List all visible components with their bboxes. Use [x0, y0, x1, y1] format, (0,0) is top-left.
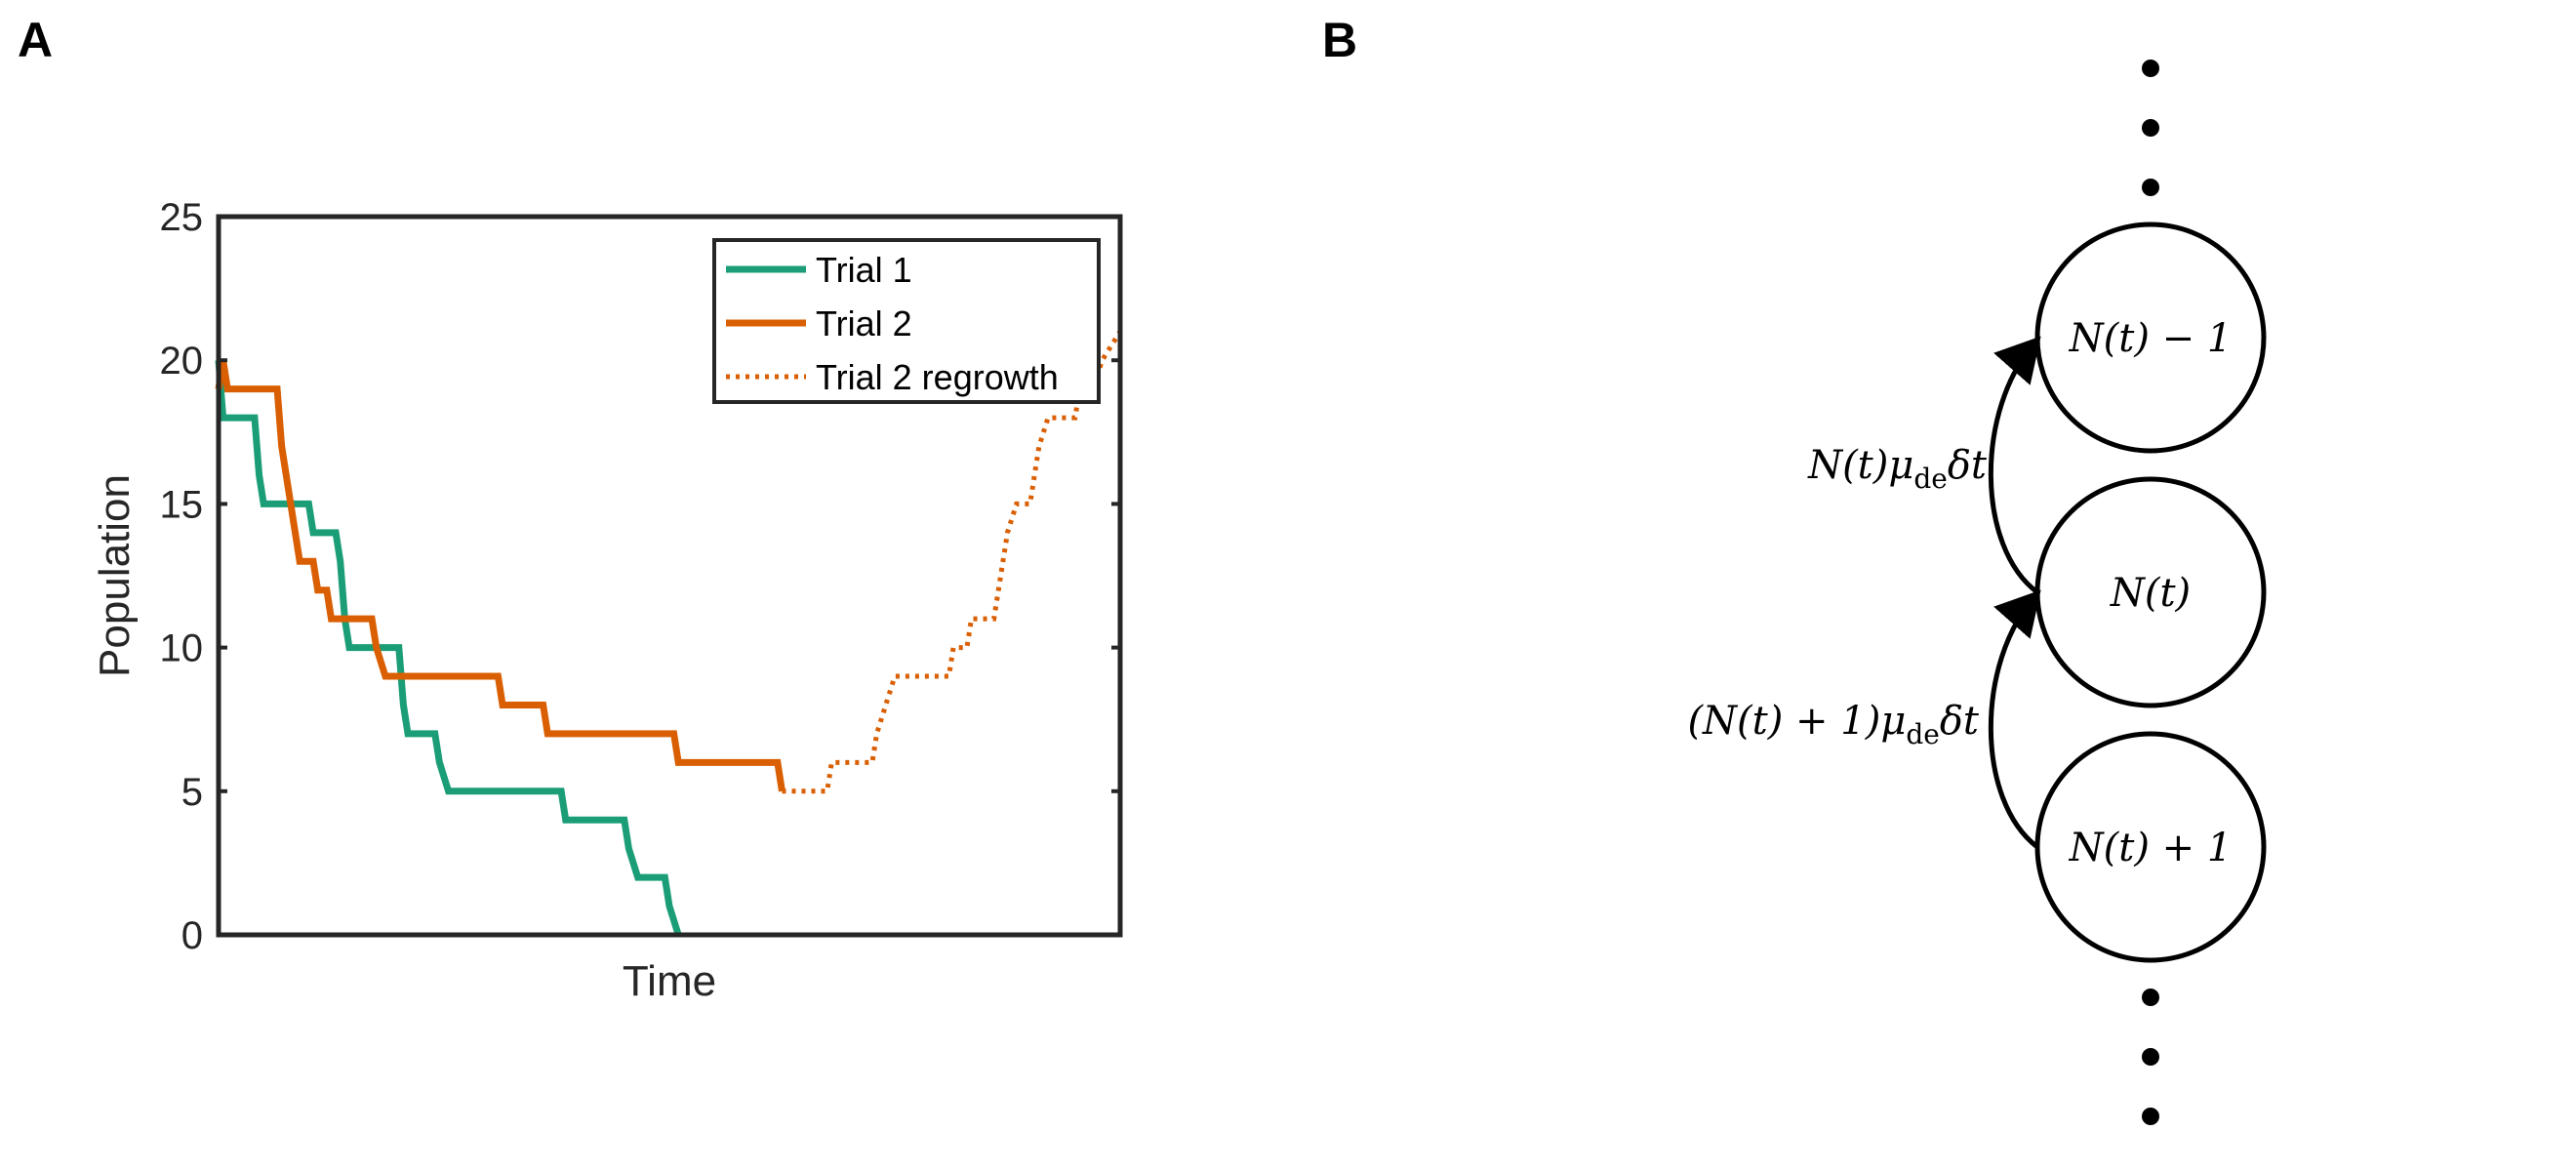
transition-rate-upper-main: N(t)μ: [1807, 443, 1913, 488]
y-axis-label: Population: [91, 474, 139, 677]
population-chart: 0 5 10 15 20 25 Time Population Trial 1 Trial…: [91, 196, 1123, 1005]
state-label-plus-one: N(t) + 1: [2069, 826, 2233, 870]
y-tick-label: 15: [160, 483, 204, 526]
state-transition-diagram: N(t) − 1 N(t) N(t) + 1 N(t)μdeδt (N(t) +…: [1687, 60, 2267, 1125]
series-line-trial-2: [215, 359, 785, 792]
transition-rate-lower-main: (N(t) + 1)μ: [1687, 699, 1906, 744]
state-node-plus-one: N(t) + 1: [2034, 731, 2267, 963]
y-axis: 0 5 10 15 20 25: [160, 196, 1120, 957]
y-tick-label: 25: [160, 196, 204, 239]
transition-rate-upper: N(t)μdeδt: [1807, 443, 1988, 495]
x-axis-label: Time: [623, 957, 716, 1005]
legend-label-trial-2-regrowth: Trial 2 regrowth: [816, 357, 1059, 397]
panel-label-a: A: [18, 13, 54, 67]
state-label-minus-one: N(t) − 1: [2069, 316, 2233, 361]
plot-frame: [216, 214, 1123, 938]
transition-rate-lower: (N(t) + 1)μdeδt: [1687, 699, 1979, 750]
series-line-trial-2-regrowth: [782, 330, 1123, 794]
y-tick-label: 5: [181, 771, 203, 814]
ellipsis-dot-top-2: [2142, 119, 2159, 137]
legend-label-trial-2: Trial 2: [816, 303, 912, 343]
transition-rate-upper-tail: δt: [1948, 443, 1988, 488]
ellipsis-dot-bottom-3: [2142, 1108, 2159, 1125]
ellipsis-dot-bottom-1: [2142, 989, 2159, 1006]
y-tick-label: 20: [160, 340, 204, 383]
transition-rate-lower-tail: δt: [1940, 699, 1980, 744]
transition-arrow-upper: [1988, 336, 2041, 595]
y-tick-label: 10: [160, 627, 204, 670]
state-node-minus-one: N(t) − 1: [2034, 222, 2267, 454]
chart-series-group: [215, 330, 1123, 937]
transition-rate-upper-subscript: de: [1913, 463, 1948, 495]
transition-rate-lower-subscript: de: [1906, 718, 1940, 750]
series-line-trial-1: [215, 359, 682, 937]
legend-label-trial-1: Trial 1: [816, 250, 912, 290]
ellipsis-dot-top-1: [2142, 60, 2159, 77]
ellipsis-dot-top-3: [2142, 179, 2159, 196]
legend: Trial 1 Trial 2 Trial 2 regrowth: [712, 238, 1101, 404]
y-tick-label: 0: [181, 914, 203, 957]
transition-arrow-lower: [1988, 589, 2041, 849]
state-label-current: N(t): [2110, 571, 2191, 616]
ellipsis-dot-bottom-2: [2142, 1048, 2159, 1066]
panel-label-b: B: [1322, 13, 1358, 67]
state-node-current: N(t): [2034, 476, 2267, 708]
